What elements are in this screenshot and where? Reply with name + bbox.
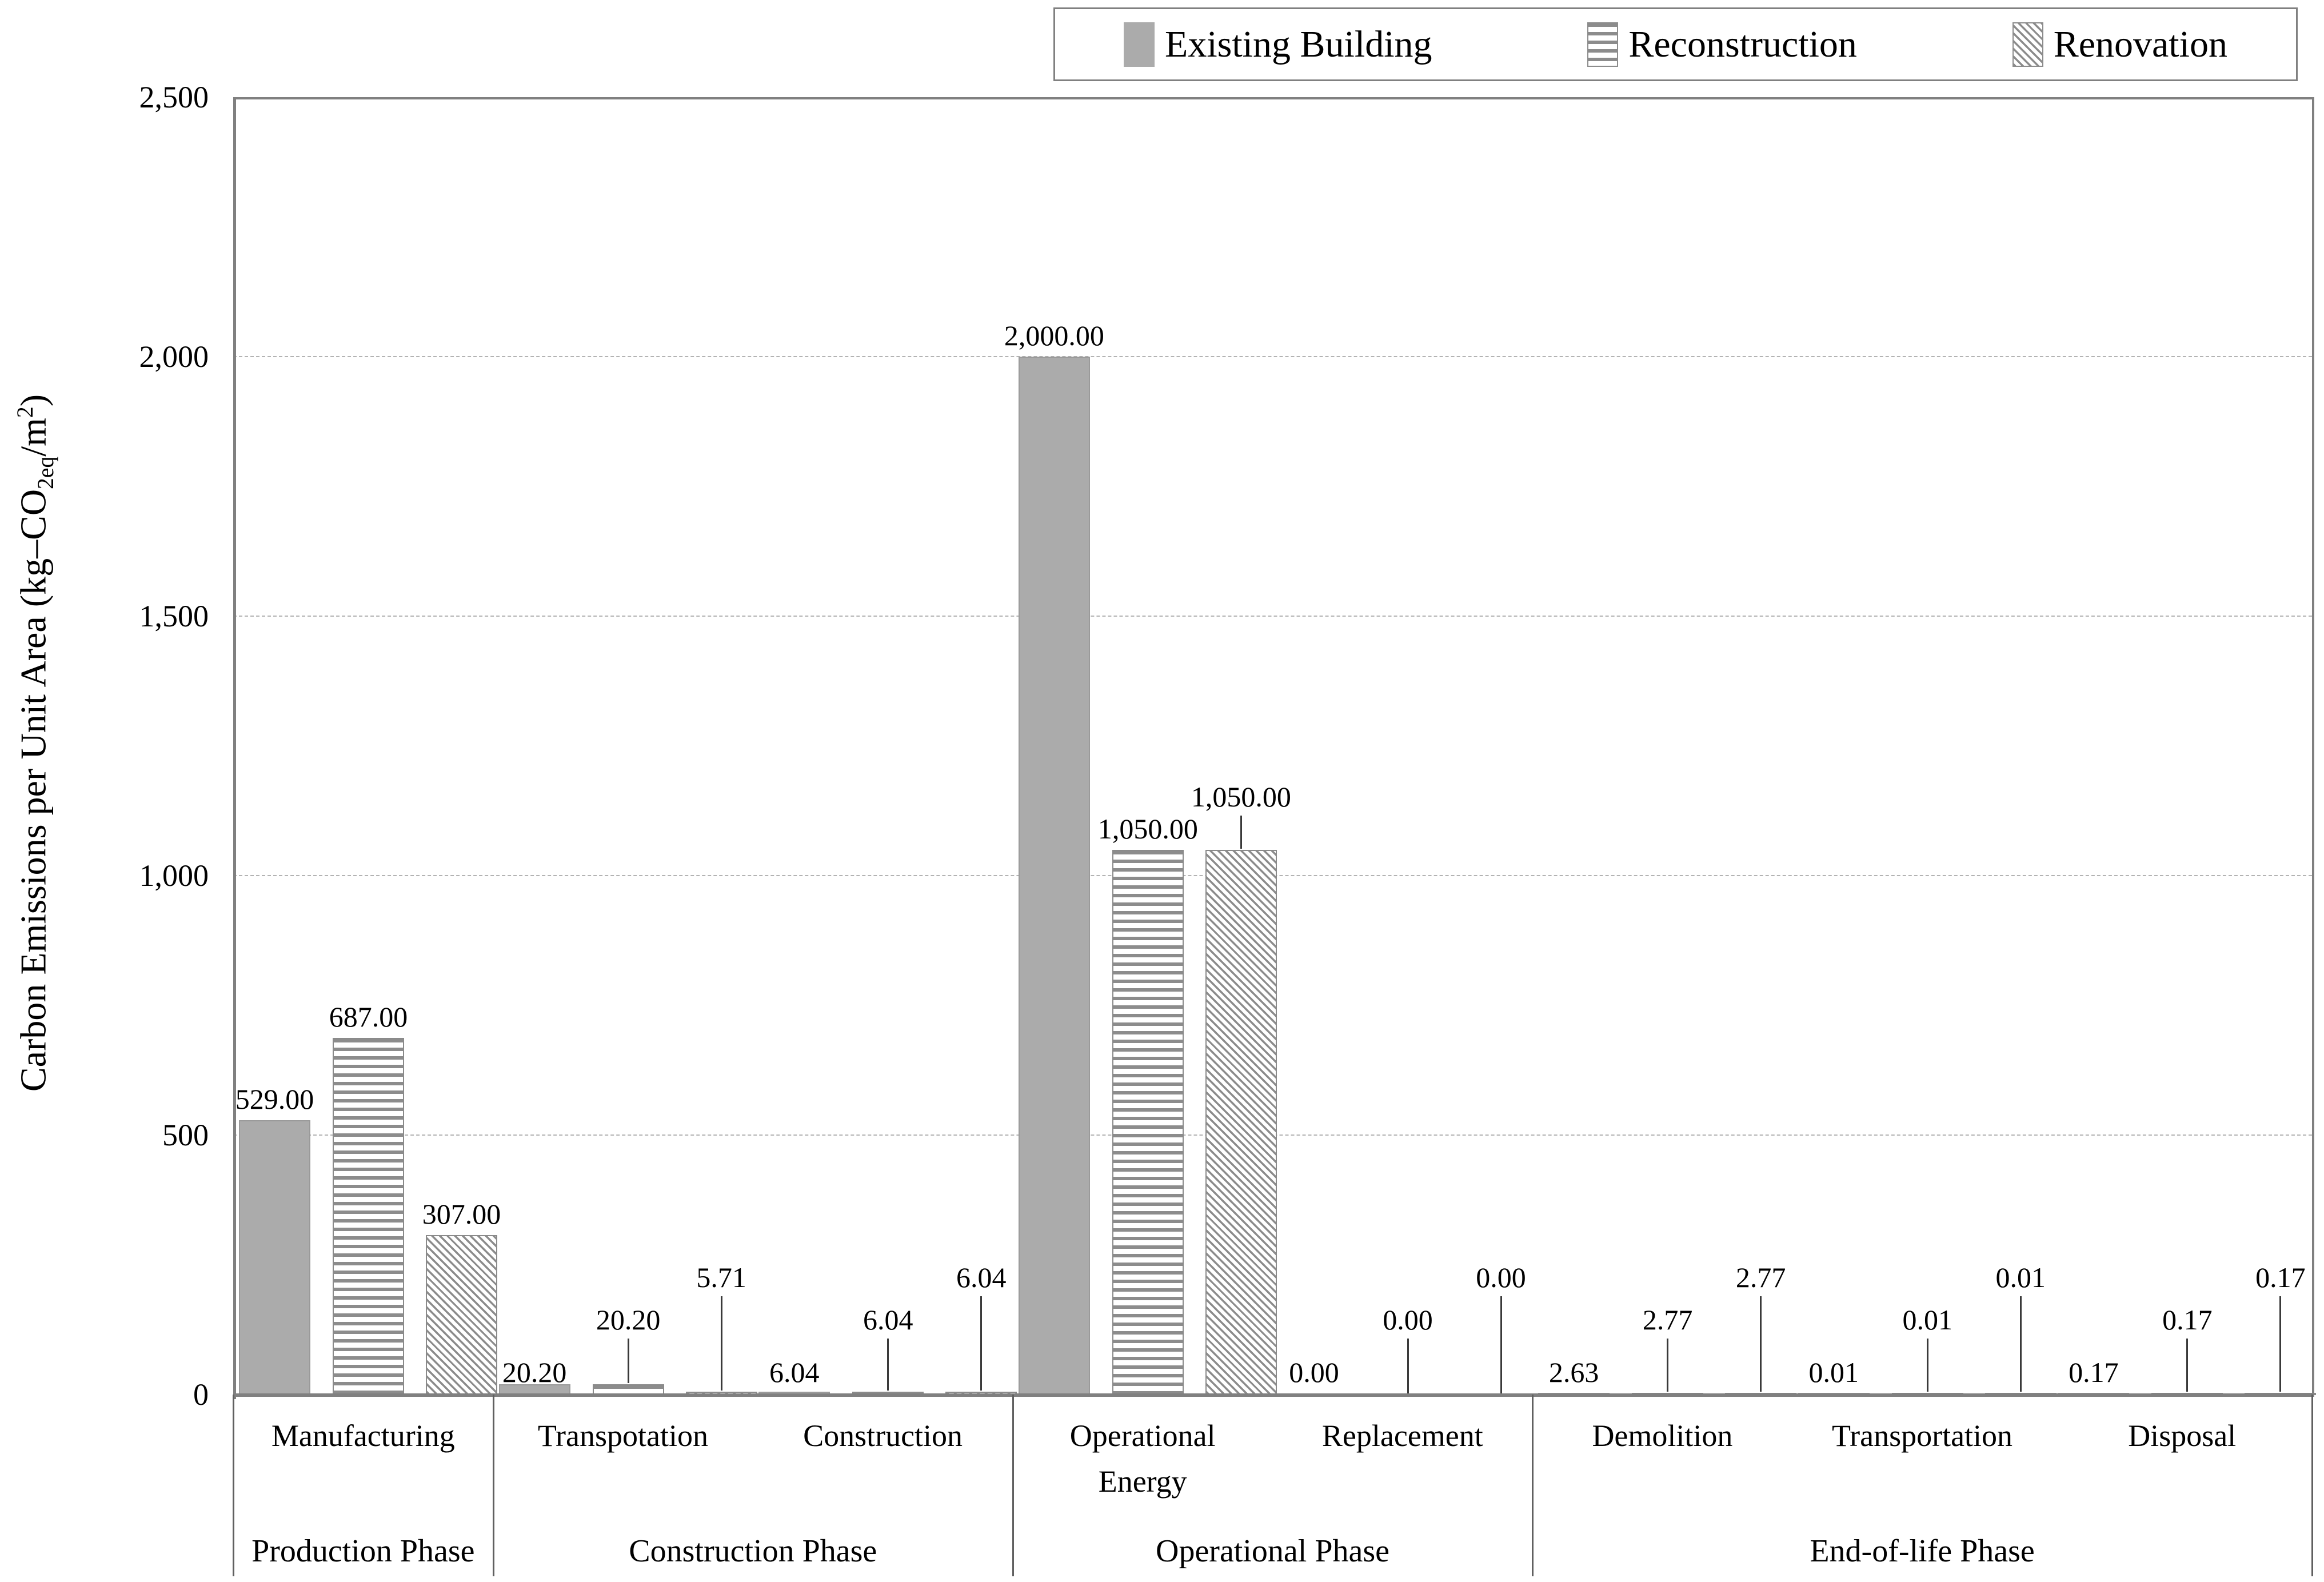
label-leader-line (720, 1296, 722, 1391)
x-axis-category-label: Replacement (1321, 1419, 1483, 1453)
data-label: 0.17 (2069, 1356, 2119, 1388)
data-label: 0.01 (1995, 1261, 2046, 1293)
gridline (233, 616, 2312, 617)
y-axis-tick-label: 0 (193, 1377, 209, 1412)
data-label: 6.04 (769, 1356, 820, 1388)
x-axis-category-label: Disposal (2128, 1419, 2237, 1453)
y-axis-title: Carbon Emissions per Unit Area (kg–CO2eq… (12, 394, 59, 1092)
bar-solid-manufacturing (239, 1120, 310, 1395)
legend-item: Existing Building (1124, 22, 1432, 67)
phase-separator-line (492, 1395, 494, 1576)
data-label: 529.00 (235, 1082, 314, 1115)
data-label: 0.01 (1902, 1304, 1953, 1336)
data-label: 2.77 (1735, 1261, 1786, 1293)
data-label: 0.17 (2162, 1304, 2213, 1336)
x-axis-category-label: Transpotation (537, 1419, 708, 1453)
x-axis-phase-label: Production Phase (251, 1533, 475, 1569)
x-axis-category-label: Operational Energy (1069, 1419, 1216, 1499)
bar-hstripes-manufacturing (333, 1038, 404, 1395)
data-label: 0.01 (1808, 1356, 1859, 1388)
legend: Existing Building Reconstruction Renovatio… (1053, 7, 2298, 81)
data-label: 6.04 (863, 1304, 913, 1336)
y-axis-title-end: ) (13, 394, 54, 407)
label-leader-line (887, 1339, 889, 1391)
phase-separator-line (233, 1395, 234, 1576)
data-label: 0.17 (2255, 1261, 2306, 1293)
label-leader-line (627, 1339, 629, 1383)
y-axis-tick-label: 500 (162, 1118, 209, 1152)
legend-item: Renovation (2012, 22, 2227, 67)
data-label: 2.77 (1642, 1304, 1693, 1336)
label-leader-line (1407, 1339, 1409, 1393)
legend-swatch-hstripes-icon (1587, 22, 1619, 67)
y-axis-tick-label: 2,000 (139, 339, 209, 374)
y-axis-tick-label: 1,000 (139, 858, 209, 893)
label-leader-line (1500, 1296, 1502, 1393)
label-leader-line (1240, 815, 1242, 849)
label-leader-line (1760, 1296, 1762, 1392)
x-axis-phase-label: Operational Phase (1156, 1533, 1389, 1569)
x-axis-category-label: Construction (803, 1419, 963, 1453)
legend-swatch-solid-icon (1124, 22, 1155, 67)
legend-item: Reconstruction (1587, 22, 1857, 67)
phase-separator-line (1532, 1395, 1534, 1576)
x-axis-category-label: Manufacturing (271, 1419, 455, 1453)
y-axis-tick-label: 2,500 (139, 80, 209, 114)
legend-label: Renovation (2053, 23, 2227, 65)
y-axis-title-subscript: 2eq (33, 456, 59, 489)
data-label: 687.00 (329, 1001, 408, 1033)
y-axis-title-superscript: 2 (12, 406, 38, 418)
legend-swatch-diagonal-icon (2012, 22, 2043, 67)
y-axis-tick-label: 1,500 (139, 599, 209, 633)
x-axis-phase-label: Construction Phase (629, 1533, 877, 1569)
y-axis-title-mid: /m (13, 418, 54, 457)
plot-border-right (2312, 97, 2314, 1397)
data-label: 2.63 (1548, 1356, 1599, 1388)
data-label: 0.00 (1383, 1304, 1433, 1336)
data-label: 6.04 (956, 1261, 1007, 1293)
label-leader-line (2279, 1296, 2282, 1392)
data-label: 5.71 (696, 1261, 746, 1293)
label-leader-line (1926, 1339, 1928, 1392)
label-leader-line (980, 1296, 983, 1391)
data-label: 0.00 (1476, 1261, 1526, 1293)
y-axis-line (233, 97, 236, 1399)
x-axis-line (233, 1393, 2314, 1397)
legend-label: Reconstruction (1628, 23, 1857, 65)
data-label: 307.00 (422, 1198, 501, 1231)
data-label: 1,050.00 (1097, 812, 1198, 845)
x-axis-category-label: Demolition (1592, 1419, 1733, 1453)
legend-label: Existing Building (1165, 23, 1432, 65)
label-leader-line (1667, 1339, 1669, 1392)
gridline (233, 356, 2312, 357)
phase-separator-line (2311, 1395, 2313, 1576)
data-label: 20.20 (596, 1304, 661, 1336)
plot-border-top (233, 97, 2314, 99)
data-label: 20.20 (502, 1356, 567, 1388)
bar-diagonal-operational-energy (1205, 849, 1277, 1395)
bar-hstripes-operational-energy (1112, 849, 1184, 1395)
data-label: 1,050.00 (1191, 780, 1291, 813)
data-label: 2,000.00 (1004, 319, 1104, 351)
data-label: 0.00 (1289, 1356, 1339, 1388)
x-axis-category-label: Transportation (1832, 1419, 2013, 1453)
bar-solid-operational-energy (1018, 357, 1090, 1395)
x-axis-phase-label: End-of-life Phase (1810, 1533, 2035, 1569)
label-leader-line (2019, 1296, 2022, 1392)
y-axis-title-text: Carbon Emissions per Unit Area (kg–CO (13, 489, 54, 1092)
label-leader-line (2186, 1339, 2189, 1392)
phase-separator-line (1012, 1395, 1014, 1576)
bar-diagonal-manufacturing (426, 1235, 497, 1395)
